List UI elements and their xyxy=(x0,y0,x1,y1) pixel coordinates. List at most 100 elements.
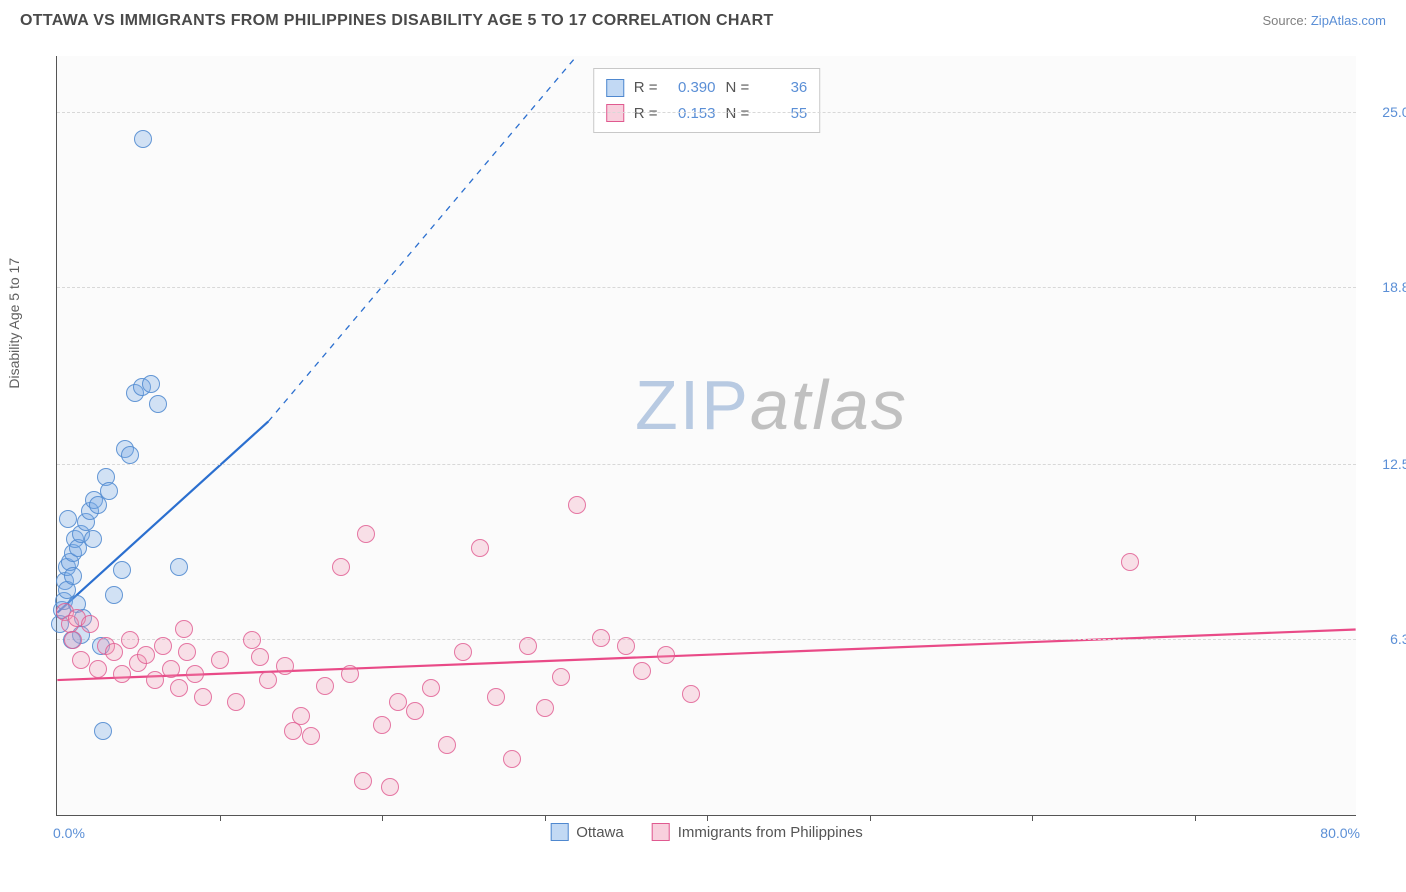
data-point-philippines xyxy=(422,679,440,697)
swatch-blue-icon xyxy=(606,79,624,97)
data-point-philippines xyxy=(454,643,472,661)
data-point-philippines xyxy=(438,736,456,754)
data-point-philippines xyxy=(64,631,82,649)
source-link[interactable]: ZipAtlas.com xyxy=(1311,13,1386,28)
data-point-philippines xyxy=(302,727,320,745)
chart-container: Disability Age 5 to 17 ZIPatlas R = 0.39… xyxy=(20,46,1388,846)
data-point-ottawa xyxy=(94,722,112,740)
data-point-ottawa xyxy=(121,446,139,464)
y-tick-label: 18.8% xyxy=(1362,279,1406,295)
data-point-philippines xyxy=(194,688,212,706)
data-point-philippines xyxy=(487,688,505,706)
data-point-philippines xyxy=(471,539,489,557)
data-point-philippines xyxy=(284,722,302,740)
data-point-philippines xyxy=(357,525,375,543)
data-point-philippines xyxy=(113,665,131,683)
legend-item-ottawa: Ottawa xyxy=(550,823,624,841)
data-point-ottawa xyxy=(100,482,118,500)
watermark-zip: ZIP xyxy=(635,366,750,444)
data-point-ottawa xyxy=(142,375,160,393)
data-point-philippines xyxy=(406,702,424,720)
data-point-philippines xyxy=(633,662,651,680)
data-point-philippines xyxy=(121,631,139,649)
x-tick-mark xyxy=(707,815,708,821)
data-point-philippines xyxy=(316,677,334,695)
x-tick-mark xyxy=(220,815,221,821)
data-point-philippines xyxy=(519,637,537,655)
regression-lines xyxy=(57,56,1356,815)
source-prefix: Source: xyxy=(1262,13,1310,28)
data-point-philippines xyxy=(1121,553,1139,571)
gridline xyxy=(57,464,1356,465)
legend-label-philippines: Immigrants from Philippines xyxy=(678,824,863,841)
swatch-blue-icon xyxy=(550,823,568,841)
data-point-philippines xyxy=(105,643,123,661)
y-tick-label: 25.0% xyxy=(1362,104,1406,120)
x-min-label: 0.0% xyxy=(53,825,85,841)
data-point-philippines xyxy=(276,657,294,675)
x-tick-mark xyxy=(870,815,871,821)
legend-item-philippines: Immigrants from Philippines xyxy=(652,823,863,841)
data-point-philippines xyxy=(389,693,407,711)
data-point-philippines xyxy=(146,671,164,689)
data-point-philippines xyxy=(354,772,372,790)
stats-legend: R = 0.390 N = 36 R = 0.153 N = 55 xyxy=(593,68,821,133)
data-point-philippines xyxy=(186,665,204,683)
data-point-ottawa xyxy=(149,395,167,413)
legend-label-ottawa: Ottawa xyxy=(576,824,624,841)
data-point-philippines xyxy=(259,671,277,689)
data-point-philippines xyxy=(503,750,521,768)
data-point-ottawa xyxy=(134,130,152,148)
data-point-ottawa xyxy=(113,561,131,579)
gridline xyxy=(57,112,1356,113)
data-point-philippines xyxy=(162,660,180,678)
data-point-philippines xyxy=(592,629,610,647)
data-point-ottawa xyxy=(64,567,82,585)
r-value-ottawa: 0.390 xyxy=(668,75,716,101)
n-value-ottawa: 36 xyxy=(759,75,807,101)
data-point-philippines xyxy=(72,651,90,669)
data-point-ottawa xyxy=(105,586,123,604)
data-point-ottawa xyxy=(59,510,77,528)
x-tick-mark xyxy=(382,815,383,821)
data-point-philippines xyxy=(682,685,700,703)
n-label: N = xyxy=(726,75,750,101)
x-max-label: 80.0% xyxy=(1320,825,1360,841)
data-point-philippines xyxy=(657,646,675,664)
r-label: R = xyxy=(634,75,658,101)
watermark: ZIPatlas xyxy=(635,365,908,445)
data-point-philippines xyxy=(178,643,196,661)
y-tick-label: 12.5% xyxy=(1362,456,1406,472)
data-point-philippines xyxy=(617,637,635,655)
data-point-philippines xyxy=(568,496,586,514)
data-point-philippines xyxy=(89,660,107,678)
x-tick-mark xyxy=(545,815,546,821)
data-point-philippines xyxy=(227,693,245,711)
data-point-philippines xyxy=(251,648,269,666)
data-point-philippines xyxy=(154,637,172,655)
chart-title: OTTAWA VS IMMIGRANTS FROM PHILIPPINES DI… xyxy=(20,12,774,30)
data-point-philippines xyxy=(81,615,99,633)
data-point-philippines xyxy=(211,651,229,669)
y-tick-label: 6.3% xyxy=(1362,631,1406,647)
gridline xyxy=(57,287,1356,288)
y-axis-label: Disability Age 5 to 17 xyxy=(6,258,22,389)
data-point-philippines xyxy=(332,558,350,576)
x-tick-mark xyxy=(1195,815,1196,821)
x-tick-mark xyxy=(1032,815,1033,821)
data-point-philippines xyxy=(243,631,261,649)
plot-area: ZIPatlas R = 0.390 N = 36 R = 0.153 N = … xyxy=(56,56,1356,816)
data-point-philippines xyxy=(175,620,193,638)
data-point-philippines xyxy=(381,778,399,796)
data-point-philippines xyxy=(170,679,188,697)
data-point-ottawa xyxy=(84,530,102,548)
series-legend: Ottawa Immigrants from Philippines xyxy=(550,823,863,841)
data-point-ottawa xyxy=(170,558,188,576)
regression-extrapolation-ottawa xyxy=(268,56,576,421)
source-line: Source: ZipAtlas.com xyxy=(1262,13,1386,28)
data-point-philippines xyxy=(536,699,554,717)
swatch-pink-icon xyxy=(652,823,670,841)
data-point-philippines xyxy=(373,716,391,734)
data-point-philippines xyxy=(552,668,570,686)
data-point-philippines xyxy=(137,646,155,664)
